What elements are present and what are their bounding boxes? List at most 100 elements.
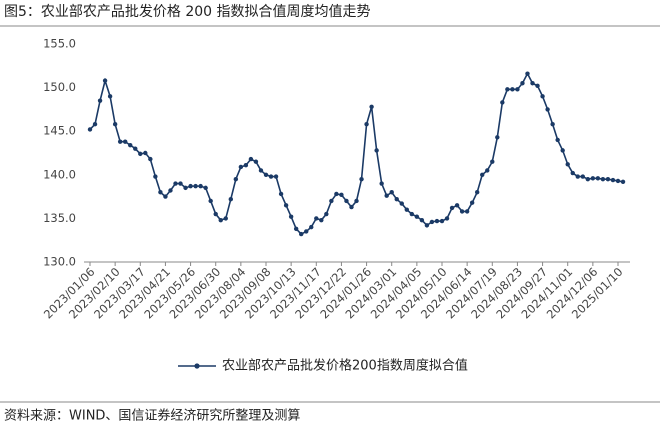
point (258, 168, 264, 173)
point (324, 211, 329, 217)
point (575, 174, 580, 179)
point (439, 218, 445, 224)
point (550, 122, 555, 127)
point (364, 122, 369, 127)
point (394, 197, 399, 202)
point (459, 209, 465, 214)
point (409, 211, 415, 217)
point (389, 190, 394, 195)
point (424, 223, 430, 228)
point (117, 139, 123, 144)
point (133, 146, 138, 151)
point (263, 172, 269, 177)
point (223, 216, 228, 221)
point (278, 191, 284, 197)
point (495, 135, 500, 140)
point (193, 183, 198, 189)
point (87, 127, 93, 132)
point (228, 197, 233, 202)
point (454, 203, 460, 208)
point (339, 192, 344, 198)
point (213, 211, 218, 217)
point (475, 190, 480, 195)
point (349, 204, 354, 210)
point (92, 122, 98, 127)
point (414, 214, 420, 219)
point (515, 87, 520, 92)
point (283, 203, 289, 208)
y-tick-label: 135.0 (43, 211, 76, 225)
point (163, 194, 168, 199)
point (178, 181, 183, 186)
point (203, 185, 208, 191)
point (218, 217, 223, 223)
point (173, 181, 178, 186)
source: 资料来源：WIND、国信证券经济研究所整理及测算 (4, 408, 300, 424)
point (314, 216, 319, 221)
point (384, 193, 389, 198)
point (570, 170, 575, 176)
point (444, 216, 450, 221)
point (293, 226, 299, 232)
point (354, 198, 359, 204)
point (620, 179, 626, 184)
point (253, 159, 259, 164)
point (138, 151, 143, 157)
legend-label: 农业部农产品批发价格200指数周度拟合值 (222, 358, 468, 374)
point (128, 142, 133, 148)
point (299, 231, 304, 237)
point (153, 174, 158, 179)
point (535, 83, 540, 89)
point (545, 107, 550, 112)
point (580, 174, 585, 179)
point (560, 148, 565, 153)
point (404, 207, 409, 212)
point (565, 162, 570, 167)
y-tick-label: 130.0 (43, 255, 76, 269)
point (434, 218, 440, 224)
y-tick-label: 145.0 (43, 124, 76, 138)
y-tick-label: 140.0 (43, 167, 76, 181)
point (319, 217, 324, 223)
point (374, 148, 379, 153)
point (510, 87, 515, 92)
point (600, 176, 606, 182)
point (359, 176, 364, 182)
point (158, 190, 163, 195)
legend-marker (194, 363, 200, 369)
point (334, 191, 339, 197)
point (530, 81, 535, 86)
y-tick-label: 150.0 (43, 80, 76, 94)
point (288, 214, 294, 219)
point (490, 159, 495, 164)
point (304, 229, 309, 234)
point (525, 71, 530, 76)
point (419, 217, 425, 223)
point (309, 224, 314, 230)
point (585, 176, 591, 182)
point (505, 87, 510, 92)
point (143, 150, 148, 156)
point (540, 94, 545, 99)
point (123, 139, 128, 144)
point (555, 137, 560, 143)
point (233, 176, 239, 182)
point (97, 98, 103, 103)
point (610, 177, 616, 183)
point (615, 178, 621, 184)
point (449, 205, 455, 211)
point (595, 176, 601, 181)
point (183, 185, 188, 191)
point (168, 188, 173, 193)
point (243, 163, 249, 168)
point (369, 104, 374, 109)
point (379, 181, 384, 186)
point (344, 198, 349, 204)
point (605, 176, 611, 182)
point (198, 183, 203, 189)
point (268, 174, 274, 179)
point (273, 174, 279, 179)
point (590, 176, 596, 181)
